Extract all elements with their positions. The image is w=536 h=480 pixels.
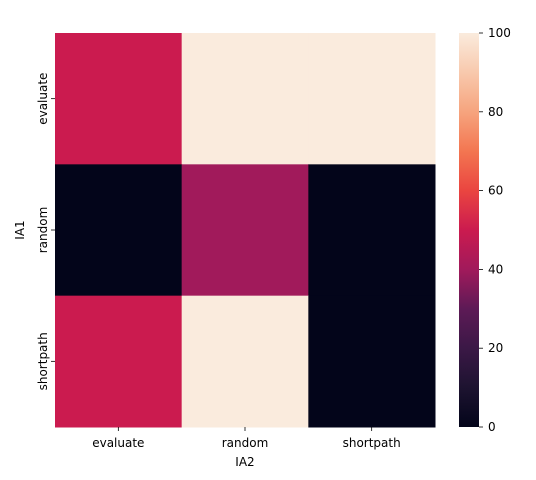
colorbar-tick-label: 60 [488, 184, 503, 198]
colorbar-tick-label: 100 [488, 26, 511, 40]
heatmap-cell [55, 33, 183, 165]
heatmap-cell [308, 164, 436, 297]
heatmap-cell [55, 164, 183, 297]
y-axis-ticks: evaluate random shortpath [36, 73, 55, 390]
y-tick-label: random [36, 207, 50, 254]
heatmap-cell [181, 164, 309, 297]
y-tick-label: shortpath [36, 332, 50, 390]
heatmap-cell [308, 295, 436, 428]
colorbar-ticks: 0 20 40 60 80 100 [479, 26, 511, 434]
heatmap-cells [55, 33, 436, 428]
x-tick-label: evaluate [92, 436, 144, 450]
heatmap-cell [308, 33, 436, 165]
colorbar-tick-label: 80 [488, 105, 503, 119]
x-axis-label: IA2 [235, 455, 254, 469]
colorbar-gradient [459, 33, 479, 427]
x-tick-label: random [222, 436, 269, 450]
heatmap-cell [55, 295, 183, 428]
heatmap-cell [181, 33, 309, 165]
x-axis-ticks: evaluate random shortpath [92, 427, 401, 450]
colorbar-tick-label: 20 [488, 341, 503, 355]
y-axis-label: IA1 [13, 220, 27, 239]
colorbar-tick-label: 0 [488, 420, 496, 434]
colorbar: 0 20 40 60 80 100 [459, 26, 511, 434]
y-tick-label: evaluate [36, 73, 50, 125]
x-tick-label: shortpath [343, 436, 401, 450]
colorbar-tick-label: 40 [488, 262, 503, 276]
heatmap-cell [181, 295, 309, 428]
